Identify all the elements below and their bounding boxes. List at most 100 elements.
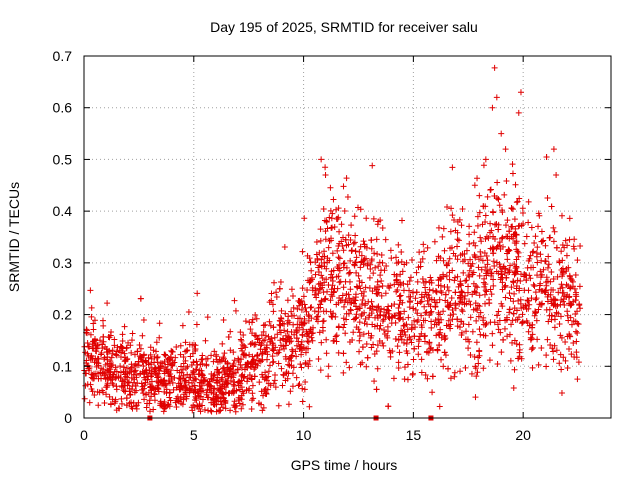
data-point <box>137 295 144 302</box>
data-point <box>213 356 220 363</box>
data-point <box>553 171 560 178</box>
data-point <box>185 309 192 316</box>
data-point <box>288 286 295 293</box>
data-point <box>515 109 522 116</box>
data-point <box>238 392 245 399</box>
data-point <box>433 332 440 339</box>
data-point <box>84 339 91 346</box>
data-point <box>160 408 167 415</box>
data-point <box>397 271 404 278</box>
data-point <box>156 320 163 327</box>
data-point <box>381 327 388 334</box>
data-point <box>330 310 337 317</box>
data-point <box>510 206 516 213</box>
data-point <box>248 375 255 382</box>
data-point <box>293 374 300 381</box>
data-point <box>513 285 520 292</box>
data-point <box>516 195 523 202</box>
data-point <box>268 335 275 342</box>
data-point <box>472 242 479 249</box>
data-point <box>98 365 105 372</box>
data-point <box>513 238 520 245</box>
data-point <box>558 297 565 304</box>
data-point <box>139 332 146 339</box>
data-point <box>357 361 364 368</box>
data-point <box>469 271 476 278</box>
data-point <box>529 249 536 256</box>
data-point <box>472 254 479 261</box>
y-tick-label: 0.4 <box>53 203 73 219</box>
plot-frame <box>83 55 612 419</box>
data-point <box>493 221 500 228</box>
data-point <box>148 393 155 400</box>
data-point <box>349 337 356 344</box>
data-point <box>428 318 435 325</box>
data-point <box>528 224 535 231</box>
data-point <box>556 360 563 367</box>
data-point <box>195 388 202 395</box>
data-point <box>352 259 359 266</box>
data-point <box>436 331 443 338</box>
data-point <box>384 306 391 313</box>
data-point <box>553 347 560 354</box>
data-point <box>421 303 428 310</box>
data-point <box>519 311 526 318</box>
data-point <box>384 334 391 341</box>
data-point <box>356 348 363 355</box>
data-point <box>489 104 496 111</box>
data-point <box>138 380 145 387</box>
data-point <box>177 342 184 349</box>
data-point <box>474 175 481 182</box>
data-point <box>315 290 322 297</box>
data-point <box>274 331 281 338</box>
data-point <box>374 365 381 372</box>
data-point <box>452 302 459 309</box>
data-point <box>152 365 159 372</box>
data-point <box>526 322 533 329</box>
data-point <box>565 346 572 353</box>
data-point <box>325 373 332 380</box>
data-point <box>442 352 449 359</box>
data-point <box>474 222 481 229</box>
data-point <box>534 259 541 266</box>
data-point <box>330 289 337 296</box>
data-point <box>328 215 335 222</box>
data-point <box>322 171 329 178</box>
data-point <box>241 343 248 350</box>
data-point <box>84 362 91 369</box>
data-point <box>513 246 520 253</box>
data-point <box>210 358 217 365</box>
data-point <box>364 354 371 361</box>
data-point <box>435 315 442 322</box>
data-point <box>521 240 528 247</box>
data-point <box>401 308 408 315</box>
data-point <box>438 316 445 323</box>
data-point <box>139 386 146 393</box>
data-point <box>483 233 490 240</box>
data-point <box>564 312 571 319</box>
data-point <box>205 407 212 414</box>
data-point <box>418 330 425 337</box>
data-point <box>142 358 149 365</box>
data-point <box>362 315 369 322</box>
data-point <box>454 323 461 330</box>
data-point <box>441 284 448 291</box>
data-point <box>440 257 447 264</box>
data-point <box>543 153 550 160</box>
data-point <box>122 382 129 389</box>
data-point <box>481 291 488 298</box>
data-point <box>296 324 303 331</box>
data-point <box>360 331 367 338</box>
y-tick-label: 0 <box>64 410 72 426</box>
data-point <box>477 331 484 338</box>
data-point <box>348 222 355 229</box>
data-point <box>193 397 200 404</box>
data-point <box>396 349 403 356</box>
data-point <box>296 315 303 322</box>
data-point <box>454 229 461 236</box>
data-point <box>344 193 351 200</box>
data-point <box>351 213 358 220</box>
data-point <box>577 305 584 312</box>
data-point <box>109 380 116 387</box>
data-point <box>433 289 440 296</box>
